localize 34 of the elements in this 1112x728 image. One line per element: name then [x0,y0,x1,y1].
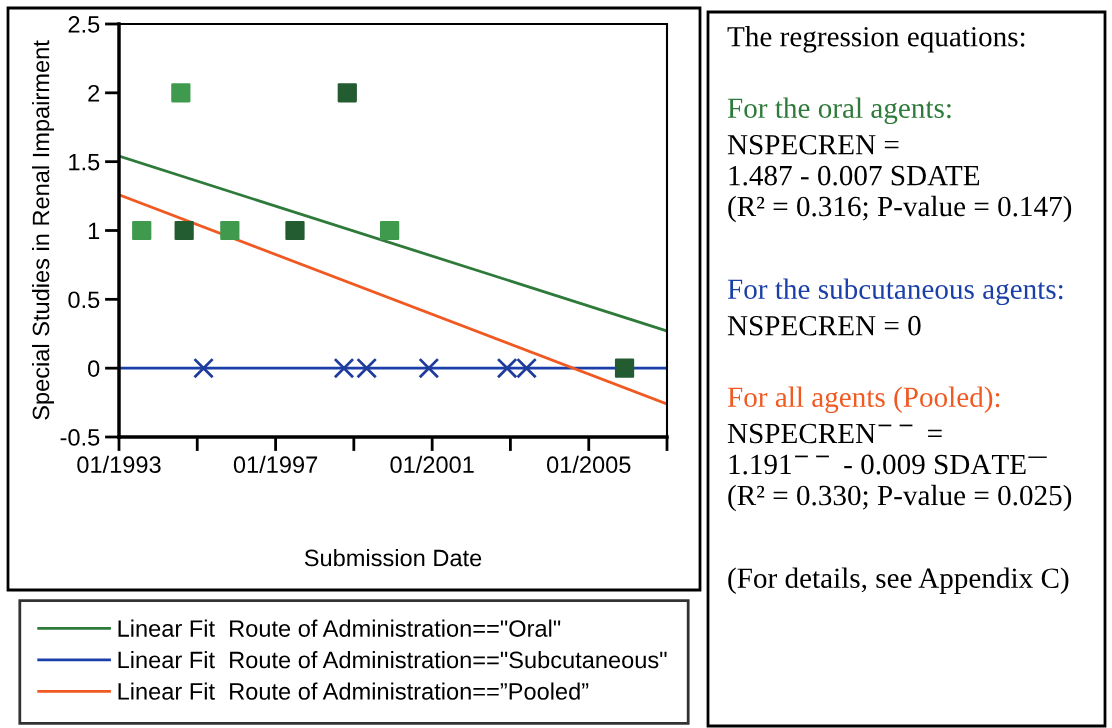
y-axis-title: Special Studies in Renal Impairment [32,40,55,420]
point [220,220,240,241]
text: (For details, see Appendix C) [728,567,1069,594]
y-tick-label: 2.5 [68,16,100,33]
text: NSPECREN$^{−−}$ = 1.191$^{−−}$ - 0.009 SDATE$^{—}$ (R² = 0.330; P-value = 0.025) [727,423,1072,512]
point [132,220,152,241]
text: For all agents (Pooled): [727,386,1000,414]
text: For the oral agents: [727,97,951,125]
y-tick-label: 1.5 [69,153,100,171]
point [418,357,440,379]
legend-label: Linear Fit Route of Administration=="Subcutaneous" [118,650,667,669]
legend-label: Linear Fit Route of Administration==”Pooled” [118,682,589,700]
point [337,83,357,103]
x-tick-label: 01/2005 [547,455,631,474]
x-tick-label: 01/2001 [390,455,474,474]
x-axis-title: Submission Date [304,548,482,567]
y-tick-label: -0.5 [60,429,100,446]
text: The regression equations: [727,26,1025,53]
y-tick-label: 0.5 [68,291,100,309]
text: NSPECREN = 1.487 - 0.007 SDATE (R² = 0.316; P-value = 0.147) [727,134,1072,223]
point [380,220,400,241]
x-tick-label: 01/1997 [233,455,318,474]
point [174,220,194,241]
text: NSPECREN = 0 [727,315,921,336]
legend-label: Linear Fit Route of Administration=="Oral" [118,619,561,637]
y-tick-label: 1 [88,222,100,240]
x-tick-label: 01/1993 [77,455,161,474]
y-tick-label: 2 [88,84,100,102]
point [614,358,635,378]
point [171,83,191,103]
point [193,357,215,379]
y-tick-label: 0 [88,360,100,377]
text: For the subcutaneous agents: [727,278,1063,306]
point [285,220,305,241]
